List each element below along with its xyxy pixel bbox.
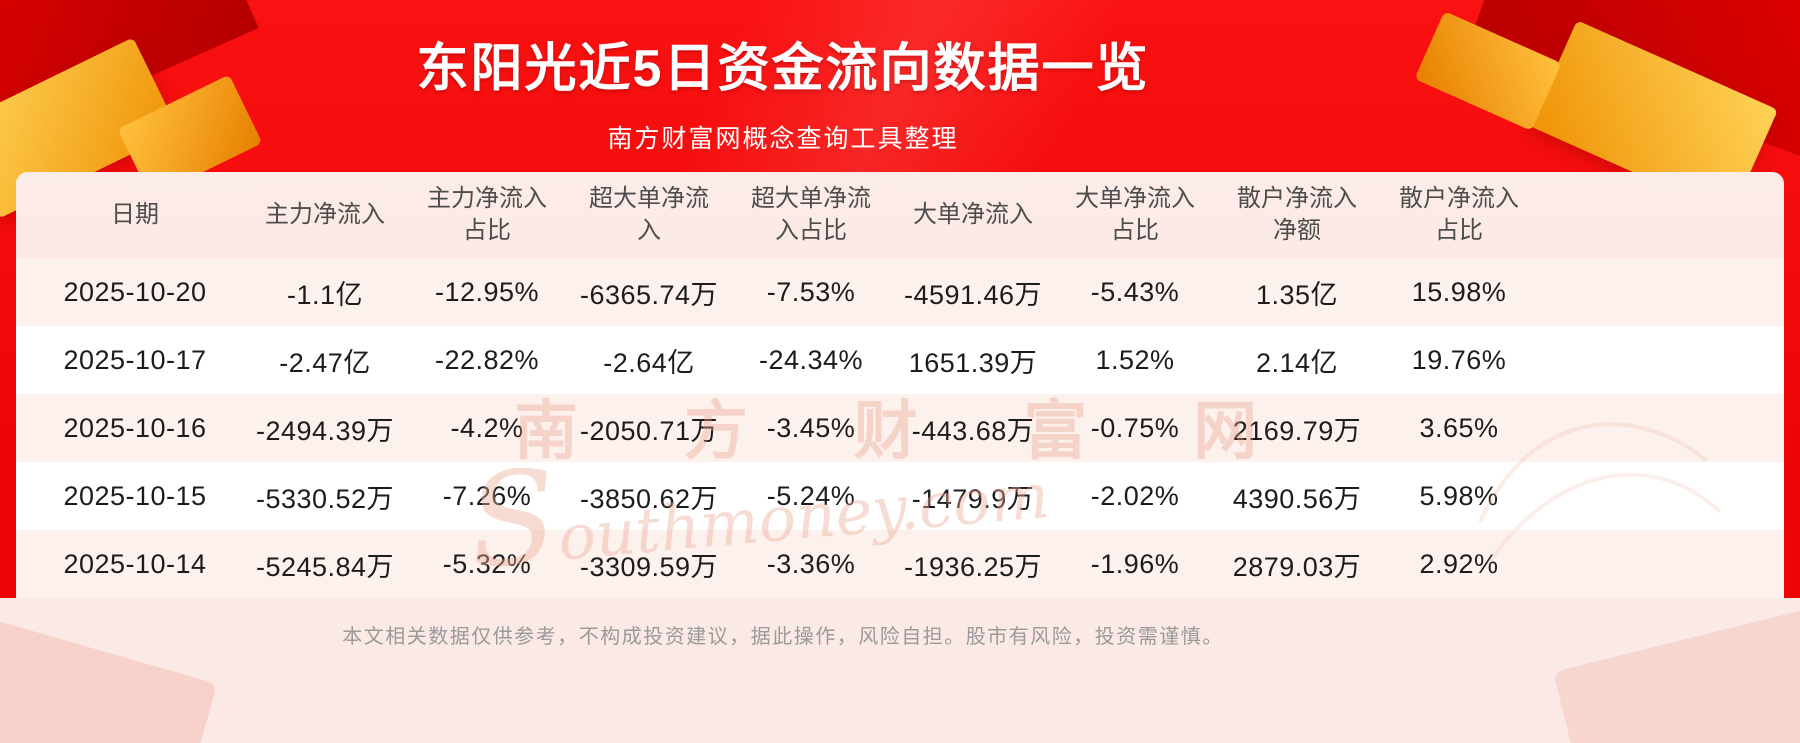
value-cell: -24.34% bbox=[758, 344, 864, 375]
value-cell: -0.75% bbox=[1090, 412, 1180, 443]
column-header: 日期 bbox=[111, 200, 159, 228]
value-cell: 2.14亿 bbox=[1255, 347, 1339, 378]
column-header: 大单净流入 占比 bbox=[1075, 184, 1195, 244]
value-cell: -6365.74万 bbox=[579, 279, 719, 310]
value-cell: -2.64亿 bbox=[603, 347, 695, 378]
value-cell: -5.24% bbox=[766, 480, 856, 511]
table-row: 2025-10-16 -2494.39万 -4.2% -2050.71万 -3.45% -… bbox=[16, 394, 1784, 462]
date-cell: 2025-10-15 bbox=[63, 480, 207, 511]
value-cell: 2.92% bbox=[1419, 548, 1499, 579]
column-header: 主力净流入 占比 bbox=[427, 184, 547, 244]
column-header: 超大单净流 入占比 bbox=[751, 184, 871, 244]
value-cell: -12.95% bbox=[434, 276, 540, 307]
value-cell: -1936.25万 bbox=[903, 551, 1043, 582]
value-cell: 2879.03万 bbox=[1232, 551, 1362, 582]
value-cell: -1.96% bbox=[1090, 548, 1180, 579]
date-cell: 2025-10-20 bbox=[63, 276, 207, 307]
page-subtitle: 南方财富网概念查询工具整理 bbox=[607, 125, 959, 153]
value-cell: 5.98% bbox=[1419, 480, 1499, 511]
value-cell: -443.68万 bbox=[911, 415, 1035, 446]
value-cell: 3.65% bbox=[1419, 412, 1499, 443]
value-cell: 2169.79万 bbox=[1232, 415, 1362, 446]
value-cell: -7.26% bbox=[442, 480, 532, 511]
table-row: 2025-10-20 -1.1亿 -12.95% -6365.74万 -7.53% -45… bbox=[16, 258, 1784, 326]
header-banner: 东阳光近5日资金流向数据一览 南方财富网概念查询工具整理 bbox=[0, 0, 1800, 219]
date-cell: 2025-10-14 bbox=[63, 548, 207, 579]
footer: 本文相关数据仅供参考，不构成投资建议，据此操作，风险自担。股市有风险，投资需谨慎… bbox=[0, 598, 1800, 743]
value-cell: -3850.62万 bbox=[579, 483, 719, 514]
value-cell: 15.98% bbox=[1411, 276, 1507, 307]
value-cell: -3.36% bbox=[766, 548, 856, 579]
column-header: 超大单净流 入 bbox=[589, 184, 709, 244]
value-cell: -5.32% bbox=[442, 548, 532, 579]
column-header: 散户净流入 净额 bbox=[1237, 184, 1357, 244]
value-cell: -2050.71万 bbox=[579, 415, 719, 446]
value-cell: -22.82% bbox=[434, 344, 540, 375]
value-cell: -7.53% bbox=[766, 276, 856, 307]
page-title: 东阳光近5日资金流向数据一览 bbox=[416, 40, 1150, 98]
value-cell: -5330.52万 bbox=[255, 483, 395, 514]
value-cell: 1651.39万 bbox=[908, 347, 1038, 378]
date-cell: 2025-10-17 bbox=[63, 344, 207, 375]
value-cell: 19.76% bbox=[1411, 344, 1507, 375]
value-cell: -2.47亿 bbox=[279, 347, 371, 378]
value-cell: -3309.59万 bbox=[579, 551, 719, 582]
table-body: 2025-10-20 -1.1亿 -12.95% -6365.74万 -7.53% -45… bbox=[16, 258, 1784, 598]
column-header: 主力净流入 bbox=[265, 200, 385, 228]
table-row: 2025-10-17 -2.47亿 -22.82% -2.64亿 -24.34% 1651… bbox=[16, 326, 1784, 394]
value-cell: 1.52% bbox=[1095, 344, 1175, 375]
disclaimer-text: 本文相关数据仅供参考，不构成投资建议，据此操作，风险自担。股市有风险，投资需谨慎… bbox=[342, 626, 1224, 648]
value-cell: -2.02% bbox=[1090, 480, 1180, 511]
table-row: 2025-10-14 -5245.84万 -5.32% -3309.59万 -3.36%… bbox=[16, 530, 1784, 598]
value-cell: -4591.46万 bbox=[903, 279, 1043, 310]
fund-flow-table-card: 日期 主力净流入 主力净流入 占比 超大单净流 入超大单净流 入占比 大单净流入 大单净流… bbox=[16, 172, 1784, 598]
date-cell: 2025-10-16 bbox=[63, 412, 207, 443]
ribbon-bottomright-decoration bbox=[1553, 602, 1800, 743]
value-cell: 1.35亿 bbox=[1255, 279, 1339, 310]
table-row: 2025-10-15 -5330.52万 -7.26% -3850.62万 -5.24%… bbox=[16, 462, 1784, 530]
value-cell: -5245.84万 bbox=[255, 551, 395, 582]
value-cell: -1479.9万 bbox=[911, 483, 1035, 514]
value-cell: -5.43% bbox=[1090, 276, 1180, 307]
column-header: 散户净流入 占比 bbox=[1399, 184, 1519, 244]
column-header: 大单净流入 bbox=[913, 200, 1033, 228]
value-cell: -2494.39万 bbox=[255, 415, 395, 446]
value-cell: -1.1亿 bbox=[286, 279, 364, 310]
table-header-row: 日期 主力净流入 主力净流入 占比 超大单净流 入超大单净流 入占比 大单净流入 大单净流… bbox=[16, 172, 1784, 258]
value-cell: -4.2% bbox=[450, 412, 524, 443]
value-cell: 4390.56万 bbox=[1232, 483, 1362, 514]
value-cell: -3.45% bbox=[766, 412, 856, 443]
